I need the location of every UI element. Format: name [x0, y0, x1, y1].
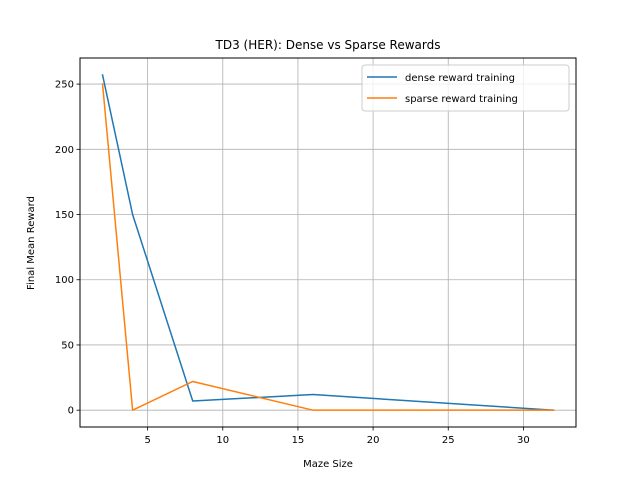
legend-label-sparse: sparse reward training: [405, 94, 518, 105]
x-tick-label: 5: [144, 435, 150, 446]
legend: dense reward training sparse reward trai…: [361, 64, 570, 112]
x-tick-label: 10: [216, 435, 229, 446]
series-line-sparse: [101, 83, 555, 411]
y-tick-label: 0: [68, 406, 74, 417]
x-axis-label: Maze Size: [303, 459, 353, 470]
x-tick-label: 15: [292, 435, 305, 446]
legend-box: [361, 64, 570, 112]
x-axis-ticks: 5 10 15 20 25 30: [144, 427, 530, 446]
x-tick-label: 20: [367, 435, 380, 446]
x-tick-label: 30: [517, 435, 530, 446]
chart-title: TD3 (HER): Dense vs Sparse Rewards: [215, 38, 441, 52]
y-tick-label: 50: [61, 340, 74, 351]
y-tick-label: 150: [55, 210, 74, 221]
plot-frame: [79, 57, 577, 428]
grid: [80, 58, 576, 427]
series-line-dense: [101, 74, 555, 411]
y-axis-label: Final Mean Reward: [26, 196, 37, 290]
series-lines: [101, 74, 555, 411]
y-tick-label: 250: [55, 80, 74, 91]
x-tick-label: 25: [442, 435, 455, 446]
legend-label-dense: dense reward training: [405, 73, 515, 84]
y-tick-label: 100: [55, 275, 74, 286]
y-tick-label: 200: [55, 145, 74, 156]
y-axis-ticks: 0 50 100 150 200 250: [55, 80, 80, 417]
